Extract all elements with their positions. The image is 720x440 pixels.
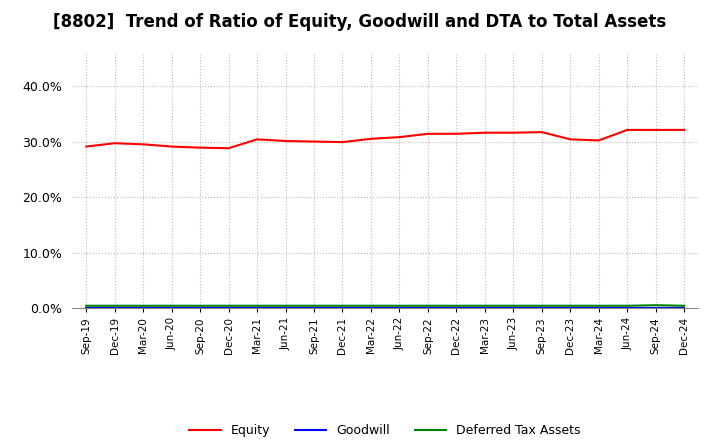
Deferred Tax Assets: [480, 303, 489, 308]
Goodwill: [652, 305, 660, 310]
Goodwill: [139, 305, 148, 310]
Line: Equity: Equity: [86, 130, 684, 148]
Equity: [366, 136, 375, 141]
Goodwill: [253, 305, 261, 310]
Goodwill: [480, 305, 489, 310]
Equity: [423, 131, 432, 136]
Equity: [139, 142, 148, 147]
Goodwill: [509, 305, 518, 310]
Deferred Tax Assets: [338, 303, 347, 308]
Text: [8802]  Trend of Ratio of Equity, Goodwill and DTA to Total Assets: [8802] Trend of Ratio of Equity, Goodwil…: [53, 13, 667, 31]
Deferred Tax Assets: [680, 303, 688, 308]
Equity: [395, 135, 404, 140]
Goodwill: [225, 305, 233, 310]
Equity: [282, 138, 290, 143]
Equity: [452, 131, 461, 136]
Deferred Tax Assets: [509, 303, 518, 308]
Deferred Tax Assets: [566, 303, 575, 308]
Equity: [110, 141, 119, 146]
Goodwill: [338, 305, 347, 310]
Goodwill: [82, 305, 91, 310]
Deferred Tax Assets: [282, 303, 290, 308]
Equity: [623, 127, 631, 132]
Goodwill: [282, 305, 290, 310]
Deferred Tax Assets: [623, 303, 631, 308]
Deferred Tax Assets: [139, 303, 148, 308]
Equity: [82, 144, 91, 149]
Deferred Tax Assets: [366, 303, 375, 308]
Goodwill: [366, 305, 375, 310]
Equity: [225, 146, 233, 151]
Goodwill: [452, 305, 461, 310]
Deferred Tax Assets: [423, 303, 432, 308]
Goodwill: [595, 305, 603, 310]
Deferred Tax Assets: [167, 303, 176, 308]
Deferred Tax Assets: [196, 303, 204, 308]
Deferred Tax Assets: [310, 303, 318, 308]
Equity: [537, 129, 546, 135]
Deferred Tax Assets: [452, 303, 461, 308]
Line: Deferred Tax Assets: Deferred Tax Assets: [86, 305, 684, 306]
Goodwill: [537, 305, 546, 310]
Equity: [196, 145, 204, 150]
Equity: [509, 130, 518, 136]
Goodwill: [423, 305, 432, 310]
Deferred Tax Assets: [595, 303, 603, 308]
Equity: [566, 137, 575, 142]
Deferred Tax Assets: [253, 303, 261, 308]
Goodwill: [395, 305, 404, 310]
Goodwill: [196, 305, 204, 310]
Equity: [167, 144, 176, 149]
Goodwill: [623, 305, 631, 310]
Deferred Tax Assets: [225, 303, 233, 308]
Goodwill: [680, 305, 688, 310]
Legend: Equity, Goodwill, Deferred Tax Assets: Equity, Goodwill, Deferred Tax Assets: [184, 419, 586, 440]
Deferred Tax Assets: [652, 303, 660, 308]
Equity: [652, 127, 660, 132]
Goodwill: [110, 305, 119, 310]
Equity: [310, 139, 318, 144]
Equity: [338, 139, 347, 145]
Goodwill: [566, 305, 575, 310]
Deferred Tax Assets: [395, 303, 404, 308]
Deferred Tax Assets: [82, 303, 91, 308]
Deferred Tax Assets: [110, 303, 119, 308]
Equity: [595, 138, 603, 143]
Goodwill: [167, 305, 176, 310]
Goodwill: [310, 305, 318, 310]
Equity: [480, 130, 489, 136]
Equity: [680, 127, 688, 132]
Deferred Tax Assets: [537, 303, 546, 308]
Equity: [253, 137, 261, 142]
